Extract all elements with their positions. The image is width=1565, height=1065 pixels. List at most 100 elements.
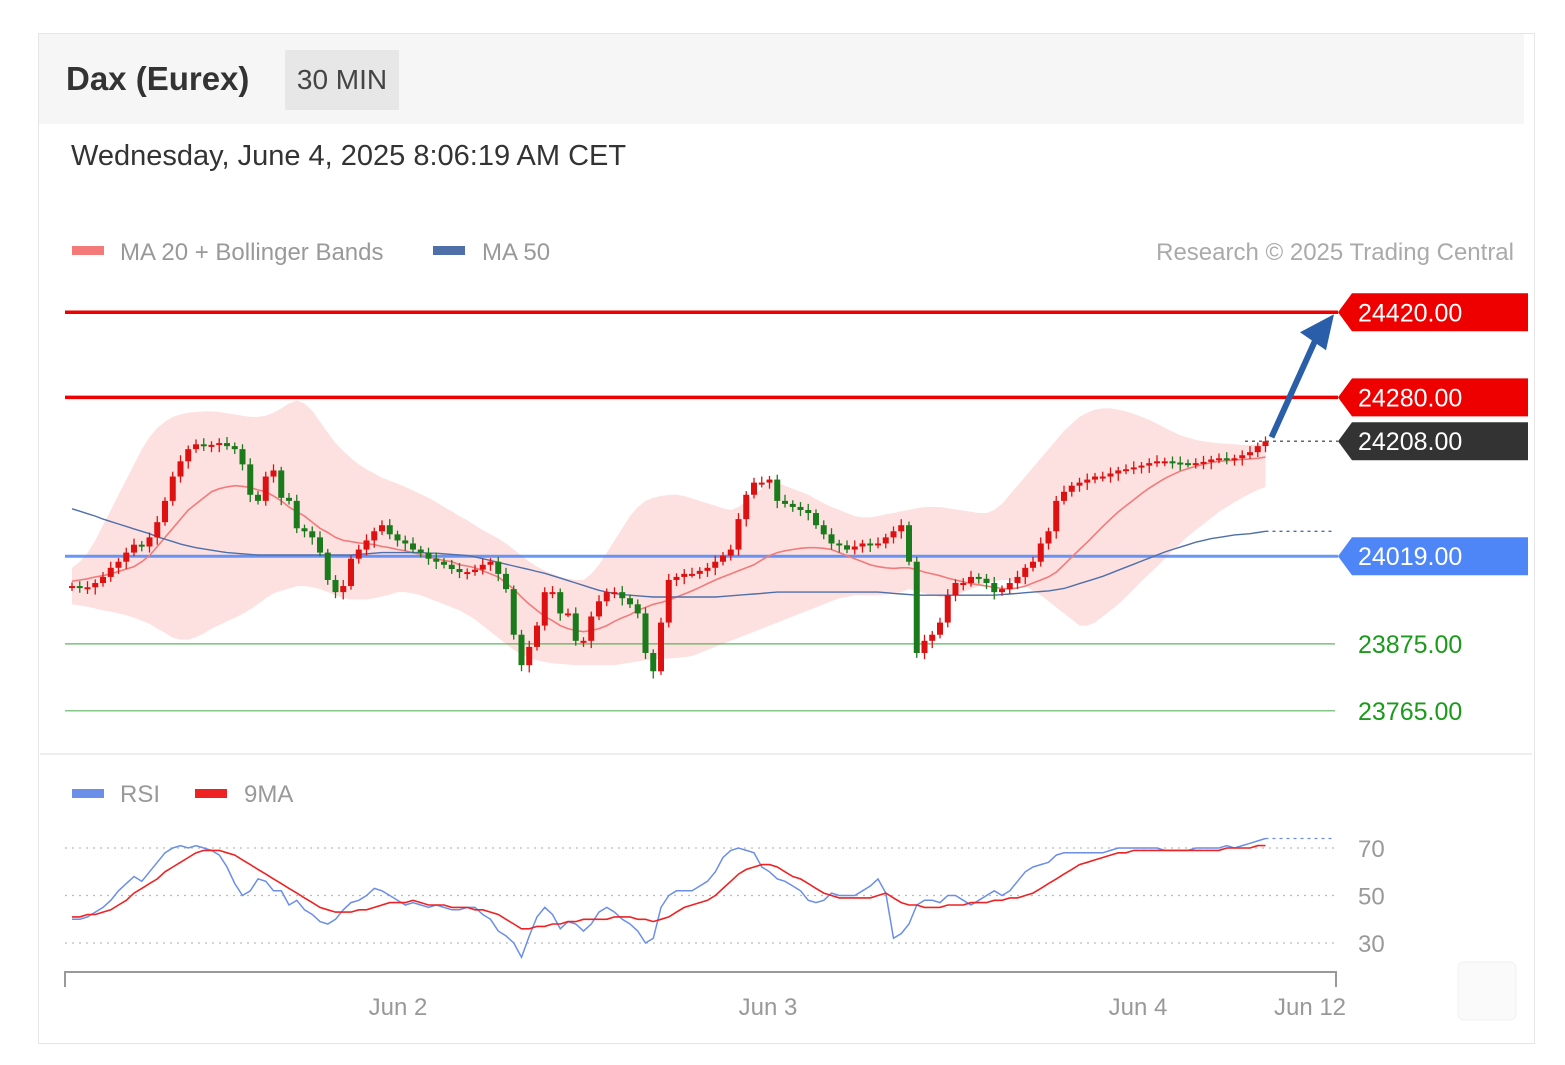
candle-body	[386, 525, 393, 535]
candle-body	[518, 634, 525, 666]
candle-body	[247, 464, 254, 495]
candle-body	[1030, 561, 1036, 568]
legend: MA 20 + Bollinger Bands MA 50 Research ©…	[72, 239, 1514, 808]
candle-body	[340, 586, 347, 593]
candle-body	[1239, 455, 1246, 459]
candle-body	[735, 519, 742, 550]
chart-header: Dax (Eurex) 30 MIN	[39, 34, 1524, 124]
candle-body	[193, 444, 199, 450]
candle-body	[224, 443, 230, 447]
candle-body	[681, 573, 688, 577]
candle-body	[456, 569, 463, 573]
candle-body	[441, 561, 447, 565]
ma20-legend-label: MA 20 + Bollinger Bands	[120, 239, 384, 266]
candle-body	[1092, 476, 1098, 480]
pivot-label: 24019.00	[1358, 543, 1462, 571]
candle-body	[425, 552, 432, 559]
candle-body	[549, 592, 556, 595]
candle-body	[1247, 452, 1253, 456]
candle-body	[642, 613, 649, 653]
candle-body	[138, 544, 145, 547]
candle-body	[1169, 461, 1176, 464]
candle-body	[348, 558, 354, 587]
candle-body	[1161, 461, 1168, 464]
candle-body	[1185, 463, 1191, 466]
candle-body	[76, 586, 83, 589]
candle-body	[464, 572, 471, 575]
candle-body	[169, 476, 176, 501]
rsi-panel: 70 50 30	[65, 836, 1385, 960]
candle-body	[534, 625, 540, 647]
candle-body	[317, 537, 323, 553]
candle-body	[131, 544, 137, 553]
ma20-legend-swatch	[72, 246, 104, 255]
candle-body	[526, 646, 533, 666]
candle-body	[557, 592, 564, 614]
timeframe-button[interactable]: 30 MIN	[285, 50, 399, 110]
rsi-ma-legend-swatch	[195, 789, 227, 798]
candle-body	[1177, 462, 1184, 465]
candle-body	[596, 601, 602, 617]
candle-body	[472, 569, 478, 573]
candle-body	[937, 622, 943, 635]
rsi-legend-label: RSI	[120, 781, 160, 808]
candle-body	[1068, 485, 1075, 492]
candle-body	[1107, 473, 1114, 477]
candle-body	[588, 616, 595, 641]
candle-body	[1037, 543, 1044, 562]
candle-body	[611, 592, 618, 595]
candle-body	[867, 543, 874, 546]
candle-body	[394, 534, 401, 541]
candle-body	[720, 555, 726, 562]
candle-body	[913, 561, 920, 653]
candle-body	[503, 573, 509, 590]
candle-body	[766, 479, 773, 483]
candle-body	[1262, 441, 1269, 447]
last-label: 24208.00	[1358, 428, 1462, 456]
candle-body	[448, 564, 455, 570]
candle-body	[115, 561, 122, 568]
price-levels	[65, 310, 1338, 712]
chart-datetime: Wednesday, June 4, 2025 8:06:19 AM CET	[71, 140, 627, 172]
candle-body	[479, 564, 486, 570]
candle-body	[758, 482, 765, 485]
candle-body	[603, 592, 610, 602]
rsi-tick-label: 50	[1358, 884, 1385, 911]
candle-body	[286, 497, 292, 501]
scroll-top-button[interactable]	[1457, 961, 1517, 1021]
candle-body	[898, 525, 905, 532]
candle-body	[1061, 491, 1067, 501]
candle-body	[991, 583, 998, 593]
resistance-label-badge	[1338, 293, 1528, 332]
candle-body	[712, 561, 719, 568]
rsi-ma-legend-label: 9MA	[244, 781, 293, 808]
candle-body	[952, 583, 959, 596]
candle-body	[185, 449, 192, 462]
candle-body	[882, 537, 889, 544]
candle-body	[782, 500, 788, 504]
candle-body	[270, 470, 277, 477]
candle-body	[371, 531, 378, 541]
candle-body	[1231, 458, 1238, 461]
candle-body	[309, 531, 316, 538]
candle-body	[828, 534, 835, 544]
candlesticks	[69, 436, 1269, 679]
candle-body	[1123, 469, 1129, 472]
candle-body	[650, 652, 657, 672]
candle-body	[1216, 458, 1222, 461]
x-axis-line	[64, 971, 1337, 987]
copyright-text: Research © 2025 Trading Central	[1156, 239, 1514, 266]
candle-body	[813, 513, 819, 526]
rsi-legend-swatch	[72, 789, 104, 798]
bollinger-band-area	[72, 400, 1266, 666]
candle-body	[262, 476, 269, 501]
candle-body	[1014, 576, 1021, 584]
last-label-badge	[1338, 422, 1528, 461]
candle-body	[820, 525, 827, 535]
candle-body	[293, 500, 300, 529]
ma50-legend-swatch	[433, 246, 465, 255]
candle-body	[84, 587, 91, 590]
candle-body	[510, 589, 517, 635]
candle-body	[1084, 479, 1091, 483]
